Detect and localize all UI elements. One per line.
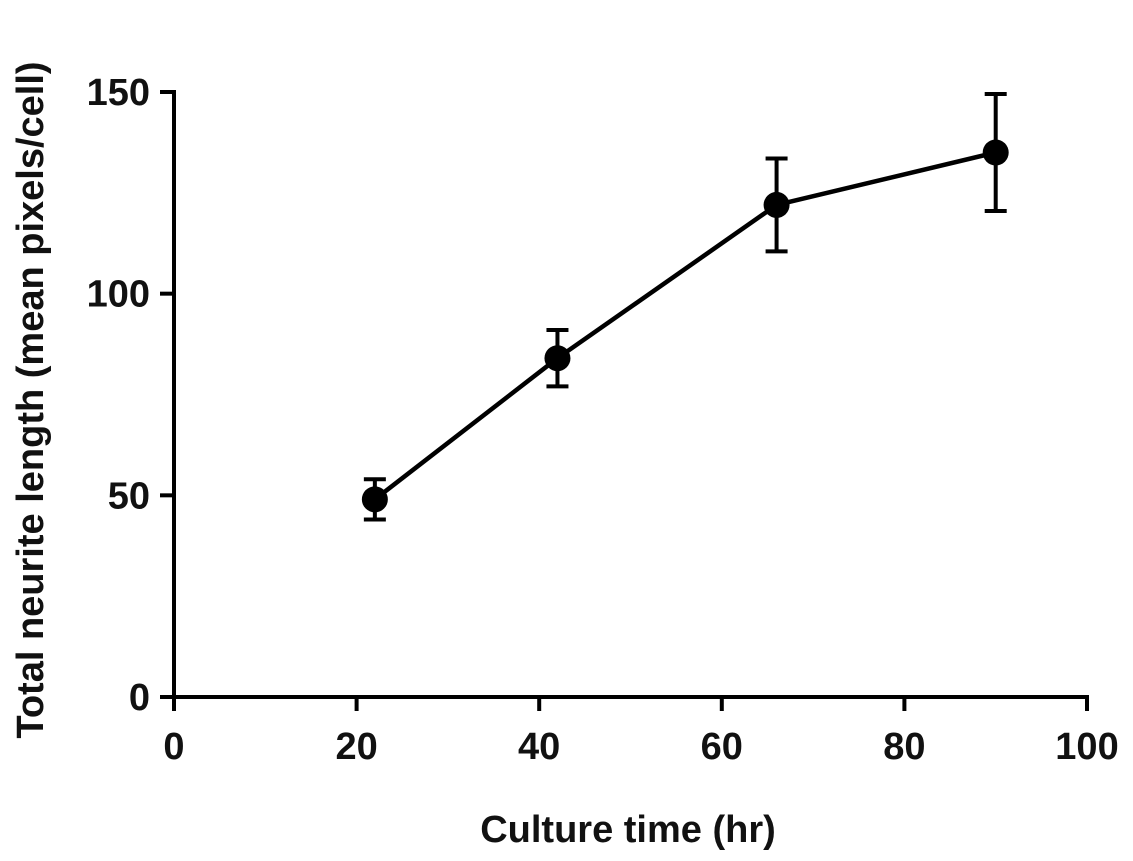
x-tick-label: 20 [335,726,377,768]
x-tick-label: 100 [1055,726,1118,768]
x-axis-title: Culture time (hr) [480,809,776,851]
series-layer [361,92,1009,522]
x-ticks: 0 20 40 60 80 100 [163,697,1119,768]
data-point [982,139,1009,166]
data-point [544,345,571,372]
y-axis-title: Total neurite length (mean pixels/cell) [10,61,52,738]
x-tick-label: 60 [701,726,743,768]
y-tick-label: 50 [108,475,150,517]
y-tick-label: 100 [87,274,150,316]
x-tick-label: 80 [883,726,925,768]
y-tick-label: 150 [87,72,150,114]
data-point [361,486,388,513]
x-tick-label: 0 [163,726,184,768]
y-ticks: 0 50 100 150 [87,72,174,719]
data-point [763,191,790,218]
series-line [373,150,997,502]
x-tick-label: 40 [518,726,560,768]
axes [172,90,1089,699]
y-tick-label: 0 [129,677,150,719]
